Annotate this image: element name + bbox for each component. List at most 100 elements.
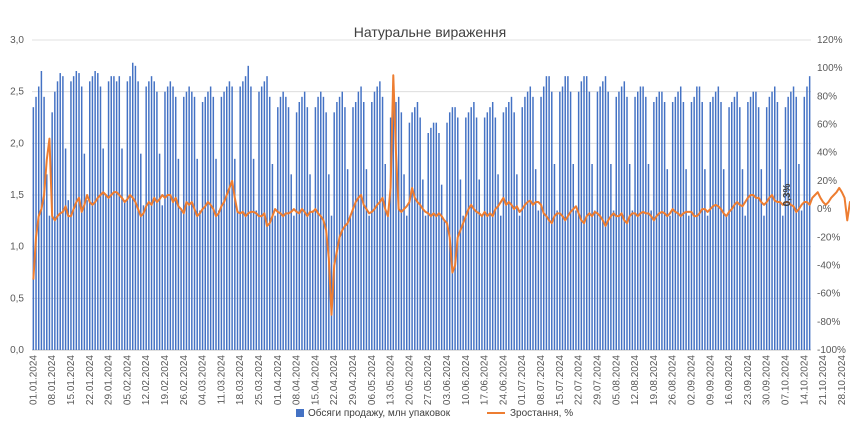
x-tick-label: 12.08.2024	[630, 355, 641, 405]
bar	[290, 174, 292, 350]
x-tick-label: 29.01.2024	[104, 355, 115, 405]
bar	[733, 96, 736, 350]
bar	[790, 91, 792, 351]
bar	[620, 86, 623, 350]
bar	[682, 102, 685, 350]
x-tick-label: 05.08.2024	[611, 355, 622, 405]
bar	[537, 210, 540, 350]
bar	[384, 164, 386, 350]
bar	[631, 210, 634, 350]
bar	[704, 169, 706, 350]
bar	[486, 112, 489, 350]
bar	[392, 107, 395, 350]
bar	[236, 210, 239, 350]
bar	[113, 76, 115, 351]
bar	[209, 86, 212, 350]
bar	[43, 96, 45, 350]
bar	[59, 73, 61, 350]
bar	[806, 86, 808, 350]
x-tick-label: 22.01.2024	[85, 355, 96, 405]
x-tick-label: 22.07.2024	[574, 355, 585, 405]
bar	[317, 96, 319, 350]
bar	[470, 107, 472, 350]
bar	[330, 215, 333, 350]
bar	[242, 81, 244, 350]
y-left-tick-label: 1,5	[10, 190, 24, 201]
x-tick-label: 10.06.2024	[461, 355, 472, 405]
y-right-tick-label: -40%	[817, 260, 840, 271]
bar	[712, 96, 714, 350]
bar	[475, 117, 478, 350]
bar	[287, 107, 290, 350]
bar	[690, 102, 693, 350]
bar	[97, 73, 99, 350]
bar	[400, 112, 403, 350]
x-tick-label: 08.07.2024	[536, 355, 547, 405]
bar	[650, 210, 652, 350]
bar	[282, 91, 284, 351]
bar	[140, 153, 142, 350]
bar	[204, 96, 206, 350]
bar	[610, 164, 612, 350]
bar	[457, 117, 459, 350]
bar	[166, 86, 169, 350]
bar	[357, 91, 360, 351]
x-tick-label: 12.02.2024	[141, 355, 152, 405]
x-tick-label: 08.01.2024	[47, 355, 58, 405]
bar	[48, 215, 51, 350]
x-tick-label: 07.10.2024	[780, 355, 791, 405]
bar	[714, 91, 717, 351]
x-tick-label: 01.01.2024	[28, 355, 39, 405]
bar	[405, 215, 408, 350]
x-tick-label: 26.02.2024	[179, 355, 190, 405]
bar	[64, 148, 67, 350]
bar	[524, 96, 526, 350]
legend-label-line: Зростання, %	[510, 408, 573, 419]
bar	[360, 86, 362, 350]
bar	[403, 174, 405, 350]
x-tick-label: 29.04.2024	[348, 355, 359, 405]
bar	[669, 215, 671, 350]
x-tick-label: 25.03.2024	[254, 355, 265, 405]
bar	[78, 73, 80, 350]
bar	[698, 86, 701, 350]
x-tick-label: 29.07.2024	[592, 355, 603, 405]
bar	[158, 153, 161, 350]
bar	[293, 215, 295, 350]
bar	[94, 71, 96, 350]
bar	[602, 81, 604, 350]
bar	[674, 96, 677, 350]
bar	[534, 169, 537, 350]
bar	[395, 102, 397, 350]
bar	[379, 81, 381, 350]
x-tick-label: 01.07.2024	[517, 355, 528, 405]
bar	[75, 71, 78, 350]
bar	[99, 86, 102, 350]
bar	[298, 102, 301, 350]
bar	[223, 91, 225, 351]
bar	[344, 107, 346, 350]
bar	[338, 96, 341, 350]
bar	[596, 91, 599, 351]
bar	[800, 210, 803, 350]
bar	[102, 148, 104, 350]
y-right-tick-label: -100%	[817, 345, 846, 356]
bar	[397, 96, 400, 350]
bar	[215, 158, 217, 350]
bar	[454, 107, 456, 350]
bar	[62, 76, 64, 351]
bar	[346, 169, 349, 350]
bar	[80, 86, 83, 350]
bar	[365, 169, 368, 350]
x-tick-label: 15.04.2024	[310, 355, 321, 405]
x-axis: 01.01.2024 08.01.2024 15.01.2024 22.01.2024…	[28, 355, 848, 405]
x-tick-label: 15.07.2024	[555, 355, 566, 405]
bar	[736, 91, 738, 351]
bar	[185, 91, 188, 351]
bar	[107, 81, 110, 350]
bar	[757, 107, 760, 350]
bar	[728, 107, 730, 350]
bar	[126, 81, 129, 350]
x-tick-label: 06.05.2024	[367, 355, 378, 405]
bar	[545, 76, 548, 351]
